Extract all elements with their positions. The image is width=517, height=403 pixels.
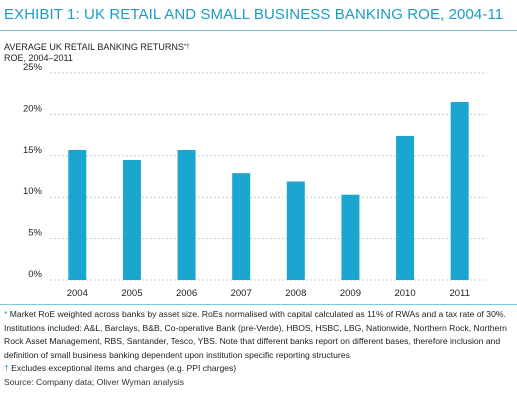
footnote-star: * Market RoE weighted across banks by as… bbox=[4, 308, 512, 362]
x-tick-label: 2005 bbox=[121, 288, 142, 299]
bar-2006 bbox=[177, 150, 196, 280]
x-tick-label: 2011 bbox=[449, 288, 469, 299]
title-divider bbox=[0, 30, 517, 31]
footnote-dagger-text: Excludes exceptional items and charges (… bbox=[11, 363, 237, 374]
y-tick-label: 5% bbox=[28, 228, 42, 239]
y-axis: 0% 5% 10% 15% 20% 25% bbox=[23, 62, 43, 280]
x-tick-label: 2004 bbox=[67, 288, 88, 299]
chart-subtitle: ROE, 2004–2011 bbox=[4, 53, 73, 63]
footnotes: * Market RoE weighted across banks by as… bbox=[4, 308, 512, 390]
bar-2007 bbox=[232, 173, 251, 280]
x-tick-label: 2006 bbox=[176, 288, 197, 299]
chart-title-text: AVERAGE UK RETAIL BANKING RETURNS bbox=[4, 42, 184, 52]
source-text: Company data; Oliver Wyman analysis bbox=[36, 376, 184, 387]
x-axis: 2004 2005 2006 2007 2008 2009 2010 2011 bbox=[67, 288, 470, 299]
chart-title: AVERAGE UK RETAIL BANKING RETURNS*† bbox=[4, 42, 190, 53]
bar-2011 bbox=[450, 101, 469, 280]
bar-layer bbox=[68, 101, 469, 280]
x-tick-label: 2007 bbox=[231, 288, 252, 299]
bar-2010 bbox=[396, 135, 415, 280]
chart-divider bbox=[0, 304, 517, 305]
x-tick-label: 2009 bbox=[340, 288, 361, 299]
bar-2008 bbox=[286, 181, 305, 280]
source-label: Source: bbox=[4, 376, 34, 387]
bar-2005 bbox=[122, 159, 141, 280]
bar-2004 bbox=[68, 150, 87, 280]
bar-2009 bbox=[341, 194, 360, 280]
footnote-star-symbol: * bbox=[4, 309, 8, 319]
exhibit-title: EXHIBIT 1: UK RETAIL AND SMALL BUSINESS … bbox=[4, 6, 504, 23]
source-line: Source: Company data; Oliver Wyman analy… bbox=[4, 376, 512, 390]
bar-chart: 0%5%10%15%20%25% 2004 2005 2006 2007 2008 200… bbox=[23, 62, 487, 299]
x-tick-label: 2010 bbox=[394, 288, 415, 299]
y-tick-label: 20% bbox=[23, 103, 43, 114]
chart-title-marks: *† bbox=[183, 44, 190, 50]
footnote-star-text: Market RoE weighted across banks by asse… bbox=[4, 309, 507, 360]
grid-layer bbox=[50, 72, 487, 281]
y-tick-label: 0% bbox=[28, 269, 42, 280]
footnote-dagger: † Excludes exceptional items and charges… bbox=[4, 362, 512, 376]
footnote-dagger-symbol: † bbox=[4, 363, 9, 374]
y-tick-label: 15% bbox=[23, 145, 43, 156]
y-tick-label: 25% bbox=[23, 62, 43, 73]
y-tick-label: 10% bbox=[23, 186, 43, 197]
x-tick-label: 2008 bbox=[285, 288, 306, 299]
